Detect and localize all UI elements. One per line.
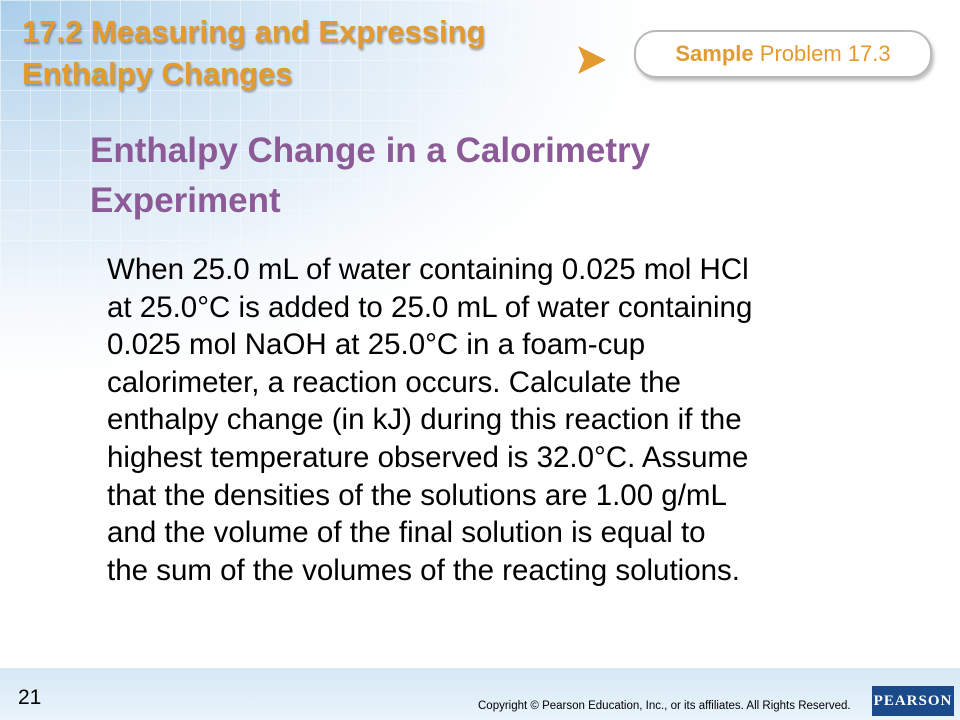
copyright: Copyright © Pearson Education, Inc., or …	[478, 700, 851, 712]
footer-band	[0, 668, 960, 720]
problem-text: When 25.0 mL of water containing 0.025 m…	[107, 251, 752, 589]
text-line: and the volume of the final solution is …	[107, 516, 706, 550]
text-line: enthalpy change (in kJ) during this reac…	[107, 403, 742, 437]
text-line: the sum of the volumes of the reacting s…	[107, 553, 740, 587]
tab-label-bold: Sample	[675, 41, 754, 66]
header-title: Enthalpy Changes	[22, 56, 293, 91]
text-line: that the densities of the solutions are …	[107, 478, 727, 512]
publisher-logo: PEARSON	[872, 686, 954, 716]
text-line: calorimeter, a reaction occurs. Calculat…	[107, 365, 681, 399]
sample-problem-tab: Sample Problem 17.3	[634, 30, 932, 78]
page-number: 21	[18, 686, 42, 709]
arrow-icon	[578, 46, 606, 74]
slide-heading: Enthalpy Change in a Calorimetry	[90, 131, 651, 170]
text-line: When 25.0 mL of water containing 0.025 m…	[107, 253, 749, 286]
text-line: at 25.0°C is added to 25.0 mL of water c…	[107, 290, 753, 324]
text-line: highest temperature observed is 32.0°C. …	[107, 440, 749, 474]
text-line: 0.025 mol NaOH at 25.0°C in a foam-cup	[107, 328, 646, 362]
header-title: 17.2 Measuring and Expressing	[22, 14, 486, 49]
slide-heading: Experiment	[90, 181, 281, 220]
tab-label: Problem 17.3	[759, 41, 891, 66]
